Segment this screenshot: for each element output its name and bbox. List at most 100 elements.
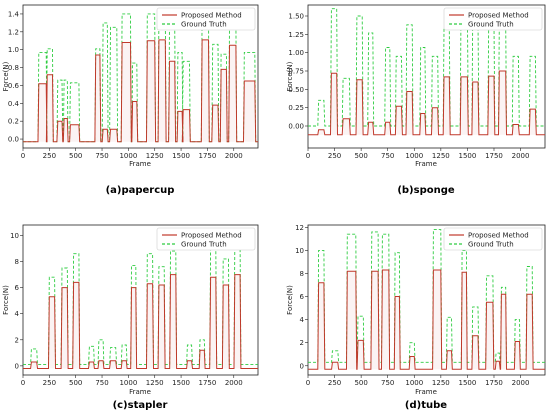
subplot-1: 0.0 0.2 0.4 0.6 0.8 1.0 1.2 1.4 0 250 500 750 1000 12… [2, 4, 259, 196]
y-tick-label: 0.6 [8, 82, 20, 90]
legend-label-proposed: Proposed Method [468, 232, 529, 240]
proposed-pulse-shade [170, 274, 176, 369]
proposed-pulse-shade [371, 271, 379, 370]
proposed-pulse-shade [410, 356, 415, 370]
x-tick-label: 250 [328, 379, 341, 387]
x-tick-label: 750 [95, 152, 108, 160]
proposed-method-line [23, 39, 258, 143]
x-tick-label: 250 [328, 152, 341, 160]
proposed-pulse-shade [530, 109, 536, 135]
proposed-pulse-shade [447, 350, 452, 370]
x-tick-label: 0 [306, 379, 310, 387]
x-tick-label: 1250 [432, 379, 450, 387]
subplot-caption: (b)sponge [397, 185, 455, 196]
y-tick-label: 1.2 [8, 28, 19, 36]
proposed-pulse-shade [158, 39, 166, 142]
x-axis-label: Frame [415, 388, 437, 396]
x-tick-label: 1750 [485, 152, 503, 160]
proposed-pulse-shade [499, 71, 506, 135]
x-axis-label: Frame [129, 388, 151, 396]
proposed-pulse-shade [332, 362, 338, 370]
legend-box [443, 7, 543, 31]
y-axis-label: Force(N) [286, 285, 294, 315]
x-tick-label: 250 [43, 379, 56, 387]
y-tick-label: 0.4 [8, 100, 20, 108]
proposed-pulse-shade [433, 270, 441, 370]
x-tick-label: 1750 [199, 379, 217, 387]
x-tick-label: 1000 [405, 152, 423, 160]
x-tick-label: 1750 [199, 152, 217, 160]
y-tick-label: 1.25 [288, 31, 304, 39]
legend-box [156, 7, 256, 31]
y-tick-label: 0.2 [8, 118, 19, 126]
proposed-pulse-shade [461, 76, 468, 135]
y-tick-label: 8 [300, 270, 304, 278]
x-tick-label: 1000 [405, 379, 423, 387]
x-tick-label: 500 [354, 379, 367, 387]
y-tick-label: 1.00 [288, 49, 304, 57]
y-tick-label: 8 [15, 258, 19, 266]
proposed-pulse-shade [343, 118, 350, 135]
proposed-pulse-shade [158, 285, 165, 369]
x-tick-label: 500 [69, 379, 82, 387]
proposed-pulse-shade [147, 283, 153, 369]
x-tick-label: 0 [306, 152, 310, 160]
legend-box [156, 227, 256, 251]
x-tick-label: 500 [69, 152, 82, 160]
proposed-pulse-shade [210, 277, 216, 369]
y-axis-label: Force(N) [2, 61, 10, 91]
x-tick-label: 0 [21, 152, 25, 160]
x-tick-label: 1500 [172, 152, 190, 160]
proposed-pulse-shade [244, 80, 255, 142]
proposed-pulse-shade [229, 45, 236, 142]
y-tick-label: 0.25 [288, 104, 304, 112]
x-tick-label: 1750 [485, 379, 503, 387]
x-tick-label: 0 [21, 379, 25, 387]
proposed-pulse-shade [187, 360, 192, 369]
legend-label-truth: Ground Truth [181, 21, 227, 29]
x-axis-label: Frame [415, 160, 437, 168]
proposed-pulse-shade [318, 129, 324, 135]
legend-label-truth: Ground Truth [181, 241, 227, 249]
y-tick-label: 0 [15, 362, 19, 370]
plot-traces [23, 13, 258, 143]
legend-label-proposed: Proposed Method [181, 232, 242, 240]
proposed-pulse-shade [234, 274, 241, 369]
y-tick-label: 1.50 [288, 13, 304, 21]
legend-box [443, 227, 543, 251]
proposed-method-line [308, 269, 545, 370]
x-tick-label: 750 [95, 379, 108, 387]
proposed-pulse-shade [131, 287, 136, 369]
x-tick-label: 1250 [432, 152, 450, 160]
y-tick-label: 10 [10, 232, 19, 240]
subplot-caption: (c)stapler [113, 400, 168, 411]
legend-label-truth: Ground Truth [468, 241, 514, 249]
legend-label-proposed: Proposed Method [181, 12, 242, 20]
x-tick-label: 1000 [119, 152, 137, 160]
x-axis-label: Frame [129, 160, 151, 168]
subplot-3: 0 2 4 6 8 10 0 250 500 750 1000 1250 1500 1750 2000 Fra… [2, 224, 259, 411]
y-tick-label: 4 [15, 310, 20, 318]
proposed-pulse-shade [486, 302, 493, 370]
x-tick-label: 2000 [225, 152, 243, 160]
proposed-pulse-shade [38, 83, 47, 142]
y-tick-label: 0.75 [288, 68, 304, 76]
proposed-pulse-shade [110, 129, 117, 142]
subplot-caption: (a)papercup [106, 185, 175, 196]
proposed-pulse-shade [200, 350, 205, 369]
proposed-pulse-shade [396, 106, 402, 135]
x-tick-label: 1250 [146, 152, 164, 160]
proposed-pulse-shade [110, 360, 116, 369]
x-tick-label: 1500 [459, 379, 477, 387]
x-tick-label: 750 [381, 152, 394, 160]
y-tick-label: 0.8 [8, 64, 19, 72]
legend-label-proposed: Proposed Method [468, 12, 529, 20]
proposed-pulse-shade [47, 74, 53, 142]
x-tick-label: 2000 [512, 379, 530, 387]
proposed-pulse-shade [177, 111, 183, 142]
proposed-pulse-shade [212, 105, 218, 142]
proposed-pulse-shade [202, 39, 209, 142]
